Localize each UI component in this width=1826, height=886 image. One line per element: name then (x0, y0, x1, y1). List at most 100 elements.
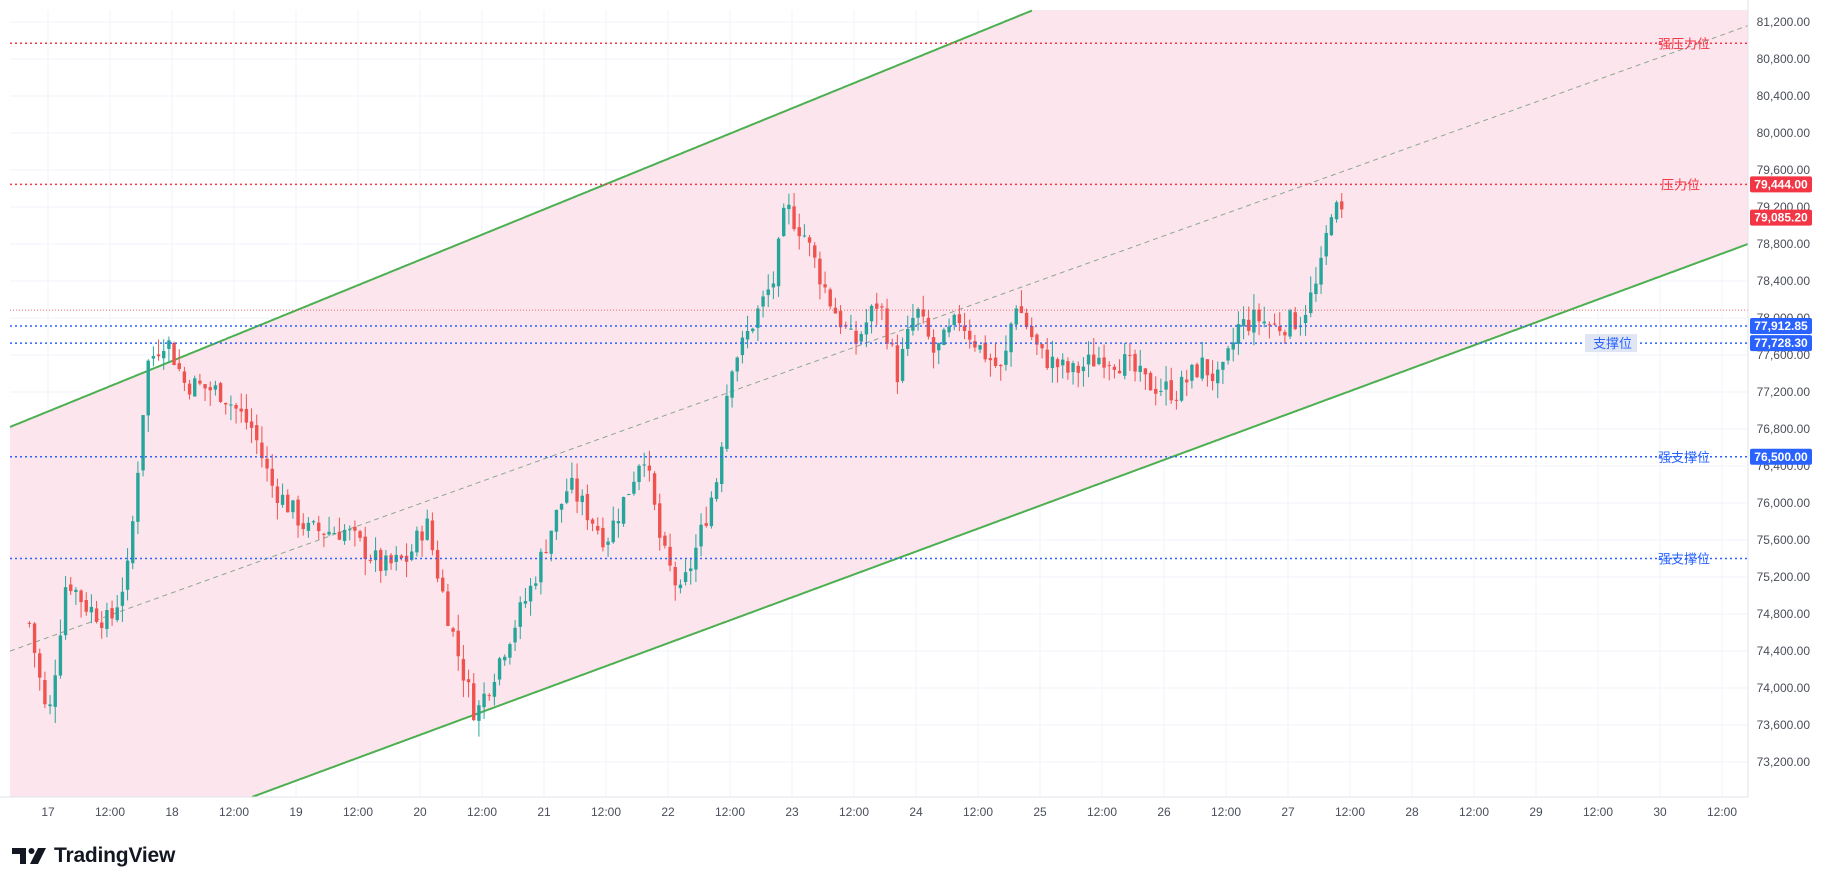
candle-body (203, 384, 207, 389)
candle-body (182, 371, 187, 383)
candle-body (446, 591, 450, 627)
candle-body (224, 402, 228, 405)
candle-body (606, 541, 610, 545)
candle-body (1216, 369, 1220, 384)
candle-body (105, 609, 109, 629)
time-axis[interactable]: 17 12:00 18 12:00 19 12:00 20 12:00 21 12:00 22 12:… (0, 796, 1748, 819)
price-tick-label: 81,200.00 (1757, 15, 1811, 29)
time-tick-label: 12:00 (963, 805, 993, 819)
level-label: 强压力位 (1658, 37, 1710, 52)
candle-body (358, 531, 362, 538)
candle-body (255, 425, 259, 441)
candle-body (699, 524, 703, 547)
candle-body (1267, 324, 1272, 326)
candle-body (477, 705, 481, 721)
level-badge: 76,500.00 (1754, 450, 1808, 464)
candle-body (931, 337, 936, 353)
candle-body (823, 284, 827, 288)
candle-body (146, 360, 150, 416)
candle-body (818, 258, 822, 285)
candle-body (1221, 361, 1225, 370)
candle-body (100, 622, 104, 628)
channel-upper-line[interactable] (9, 9, 1033, 428)
level-badge-bg (1750, 448, 1812, 465)
candle-body (792, 206, 796, 230)
candle-body (311, 521, 316, 523)
time-tick-label: 19 (289, 805, 303, 819)
candle-body (172, 342, 176, 366)
candle-body (1138, 365, 1142, 372)
time-tick-label: 18 (165, 805, 179, 819)
candle-body (1174, 399, 1179, 401)
candle-body (306, 522, 311, 531)
candle-body (1195, 364, 1199, 378)
candle-body (776, 238, 781, 287)
candle-body (1004, 350, 1008, 365)
candle-body (79, 590, 83, 603)
level-badge: 79,444.00 (1754, 177, 1808, 191)
candle-body (136, 472, 140, 522)
candle-body (472, 683, 476, 721)
candle-body (1231, 342, 1235, 350)
candle-body (554, 509, 559, 532)
channel-mid-line[interactable] (9, 25, 1749, 652)
candle-body (782, 207, 786, 236)
candle-body (27, 622, 32, 624)
channel-lines[interactable] (9, 9, 1749, 798)
candle-body (1009, 323, 1013, 353)
candle-body (1257, 309, 1261, 322)
candle-body (74, 589, 78, 593)
level-badge: 77,912.85 (1754, 319, 1808, 333)
time-tick-label: 12:00 (219, 805, 249, 819)
candle-body (761, 296, 765, 307)
candle-body (704, 523, 708, 526)
candle-body (787, 204, 791, 210)
candle-body (193, 378, 197, 397)
candle-body (926, 317, 931, 337)
candle-body (1185, 379, 1189, 383)
time-tick-label: 17 (41, 805, 55, 819)
price-tick-label: 74,000.00 (1757, 681, 1811, 695)
tradingview-logo[interactable]: TradingView (12, 844, 175, 868)
candle-body (673, 567, 677, 586)
candle-body (683, 572, 688, 582)
candle-body (373, 550, 378, 561)
candle-body (957, 314, 962, 324)
channel-lower-line[interactable] (251, 243, 1749, 798)
time-tick-label: 12:00 (591, 805, 621, 819)
last-price-badge-bg (1750, 209, 1812, 226)
candle-body (1123, 354, 1127, 376)
time-tick-label: 20 (413, 805, 427, 819)
candle-body (735, 357, 739, 372)
candle-body (601, 527, 605, 548)
candle-body (348, 529, 352, 531)
candle-body (1071, 363, 1075, 373)
candle-body (249, 421, 254, 428)
candle-body (337, 531, 342, 540)
candle-body (384, 555, 388, 571)
candle-body (1117, 370, 1122, 374)
price-axis[interactable]: 73,200.00 73,600.00 74,000.00 74,400.00 74,8… (1747, 0, 1811, 797)
candle-body (368, 559, 373, 561)
price-tick-label: 74,800.00 (1757, 607, 1811, 621)
candle-body (260, 442, 264, 459)
candle-body (265, 458, 269, 469)
time-tick-label: 12:00 (343, 805, 373, 819)
candle-body (1334, 202, 1339, 220)
price-tick-label: 75,200.00 (1757, 570, 1811, 584)
time-tick-label: 12:00 (1707, 805, 1737, 819)
channel-fill (10, 10, 1748, 797)
candle-body (466, 679, 471, 683)
candle-body (534, 583, 538, 586)
time-tick-label: 12:00 (1583, 805, 1613, 819)
candle-body (1097, 357, 1101, 365)
candle-body (689, 568, 693, 572)
candle-body (1293, 312, 1297, 330)
candle-body (580, 495, 584, 503)
candle-body (1210, 373, 1215, 382)
candle-body (518, 602, 522, 627)
candle-body (627, 494, 631, 496)
candle-body (585, 494, 590, 521)
